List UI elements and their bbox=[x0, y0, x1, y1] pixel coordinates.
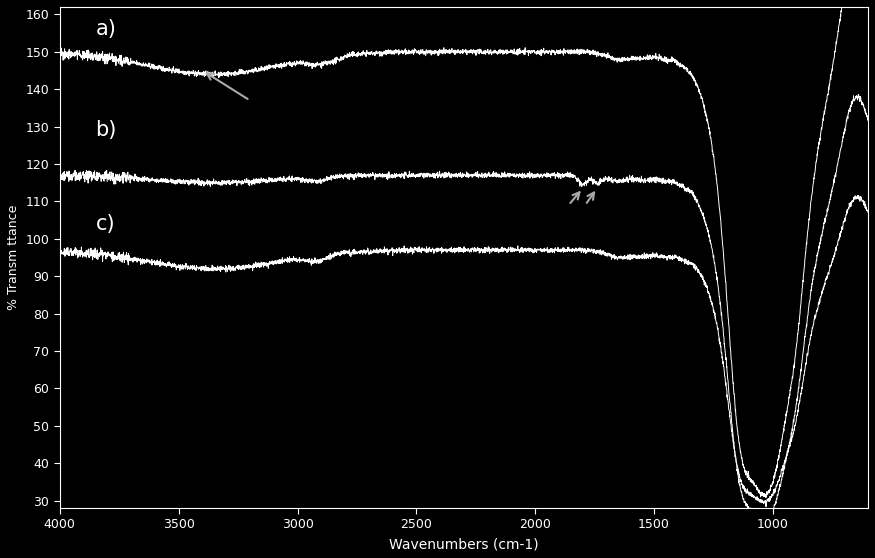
Text: a): a) bbox=[95, 20, 116, 40]
X-axis label: Wavenumbers (cm-1): Wavenumbers (cm-1) bbox=[389, 537, 539, 551]
Y-axis label: % Transm ttance: % Transm ttance bbox=[7, 205, 20, 310]
Text: c): c) bbox=[95, 214, 116, 234]
Text: b): b) bbox=[95, 121, 117, 141]
